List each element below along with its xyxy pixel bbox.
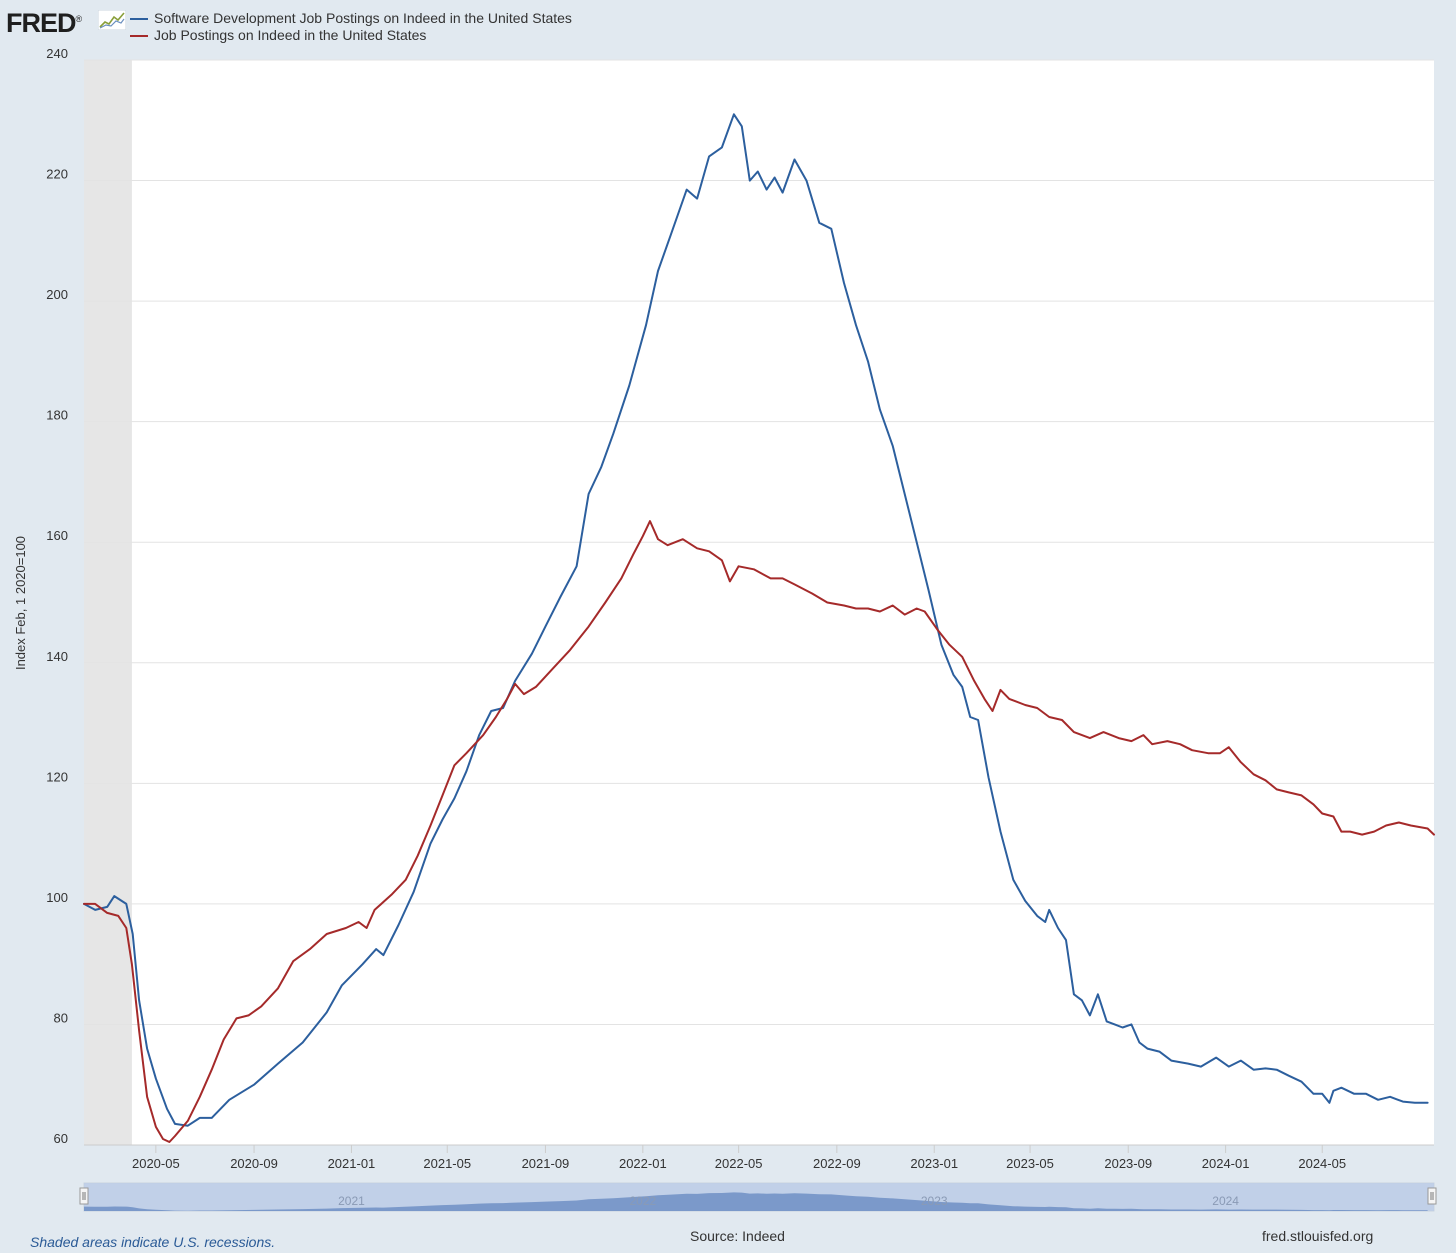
recession-note: Shaded areas indicate U.S. recessions. bbox=[30, 1234, 276, 1250]
navigator-series-area bbox=[84, 1192, 1428, 1211]
x-tick-label: 2022-01 bbox=[619, 1156, 667, 1171]
y-tick-label: 120 bbox=[46, 769, 68, 784]
fred-logo-text: FRED® bbox=[6, 8, 82, 38]
x-tick-label: 2022-05 bbox=[715, 1156, 763, 1171]
series-line-software-development[interactable] bbox=[83, 113, 1429, 1127]
y-tick-label: 220 bbox=[46, 167, 68, 182]
x-tick-label: 2021-05 bbox=[423, 1156, 471, 1171]
legend-label: Software Development Job Postings on Ind… bbox=[154, 10, 572, 26]
legend-item-software-development[interactable]: Software Development Job Postings on Ind… bbox=[130, 10, 572, 26]
y-tick-label: 160 bbox=[46, 528, 68, 543]
y-tick-label: 180 bbox=[46, 408, 68, 423]
x-tick-label: 2021-09 bbox=[522, 1156, 570, 1171]
fred-url-link[interactable]: fred.stlouisfed.org bbox=[1262, 1228, 1374, 1244]
y-tick-label: 80 bbox=[54, 1010, 68, 1025]
navigator-year-label: 2021 bbox=[338, 1194, 365, 1208]
y-tick-label: 60 bbox=[54, 1131, 68, 1146]
legend-swatch-red bbox=[130, 35, 148, 38]
navigator-handle-right[interactable] bbox=[1427, 1187, 1437, 1205]
x-tick-label: 2020-09 bbox=[230, 1156, 278, 1171]
x-tick-label: 2021-01 bbox=[328, 1156, 376, 1171]
range-navigator[interactable]: 2021 2022 2023 2024 bbox=[79, 1182, 1437, 1212]
source-label: Source: Indeed bbox=[690, 1228, 785, 1244]
legend-swatch-blue bbox=[130, 18, 148, 21]
chart-header: FRED® Software Development Job Postings … bbox=[0, 0, 1456, 50]
line-chart-icon bbox=[98, 10, 126, 30]
series-line-job-postings[interactable] bbox=[83, 520, 1435, 1143]
x-tick-label: 2023-01 bbox=[910, 1156, 958, 1171]
legend-label: Job Postings on Indeed in the United Sta… bbox=[154, 27, 427, 43]
x-tick-label: 2024-01 bbox=[1202, 1156, 1250, 1171]
y-tick-label: 240 bbox=[46, 46, 68, 61]
navigator-year-label: 2023 bbox=[921, 1194, 948, 1208]
x-tick-label: 2022-09 bbox=[813, 1156, 861, 1171]
navigator-year-label: 2022 bbox=[629, 1194, 656, 1208]
legend-item-job-postings[interactable]: Job Postings on Indeed in the United Sta… bbox=[130, 27, 426, 43]
plot-area bbox=[84, 60, 1434, 1145]
y-axis-title: Index Feb, 1 2020=100 bbox=[13, 536, 28, 670]
x-tick-label: 2023-09 bbox=[1104, 1156, 1152, 1171]
navigator-year-label: 2024 bbox=[1212, 1194, 1239, 1208]
y-tick-label: 200 bbox=[46, 287, 68, 302]
recession-shade bbox=[84, 60, 132, 1145]
x-tick-label: 2024-05 bbox=[1298, 1156, 1346, 1171]
x-tick-label: 2020-05 bbox=[132, 1156, 180, 1171]
x-tick-label: 2023-05 bbox=[1006, 1156, 1054, 1171]
y-tick-label: 100 bbox=[46, 890, 68, 905]
navigator-handle-left[interactable] bbox=[79, 1187, 89, 1205]
y-tick-label: 140 bbox=[46, 649, 68, 664]
